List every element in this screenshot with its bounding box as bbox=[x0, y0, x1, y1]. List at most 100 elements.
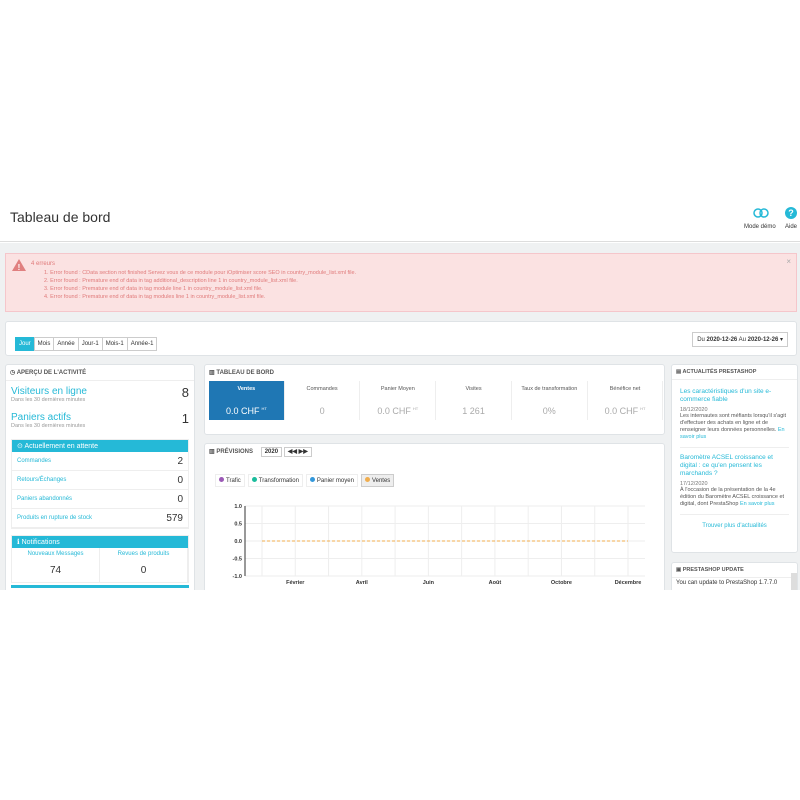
pending-title-text: Actuellement en attente bbox=[24, 443, 98, 450]
help[interactable]: Aide bbox=[785, 224, 798, 230]
scrollbar[interactable] bbox=[791, 573, 797, 603]
warning-icon: ! bbox=[12, 259, 26, 272]
close[interactable]: × bbox=[786, 257, 791, 266]
legend-item[interactable]: Transformation bbox=[247, 474, 303, 487]
kpi-value: 1 261 bbox=[462, 406, 485, 416]
stat-value: 1 bbox=[181, 411, 189, 426]
panel-title: ▣ PRESTASHOP UPDATE bbox=[672, 563, 797, 578]
kpi[interactable]: Ventes 0.0 CHF HT bbox=[209, 381, 285, 420]
activity-stats: Visiteurs en ligne 8 Dans les 30 dernières… bbox=[6, 381, 194, 437]
kpi[interactable]: Visites 1 261 bbox=[436, 381, 512, 420]
notifications-title-text: Notifications bbox=[21, 539, 60, 546]
date-range[interactable]: Du 2020-12-26 Au 2020-12-26 ▾ bbox=[692, 332, 788, 347]
x-tick-label: Octobre bbox=[551, 580, 572, 586]
news-text: Les internautes sont méfiants lorsqu'il … bbox=[680, 413, 789, 441]
kpi-value-wrap: 1 261 bbox=[436, 406, 511, 416]
news-link[interactable]: En savoir plus bbox=[739, 501, 775, 507]
pending-label[interactable]: Retours/Échanges bbox=[17, 477, 67, 483]
period-button[interactable]: Jour bbox=[15, 337, 35, 351]
kpi-value: 0.0 CHF bbox=[604, 406, 639, 416]
kpi[interactable]: Panier Moyen 0.0 CHF HT bbox=[360, 381, 437, 420]
pending-label[interactable]: Produits en rupture de stock bbox=[17, 515, 93, 521]
year[interactable]: 2020 bbox=[260, 447, 283, 457]
kpi-value-wrap: 0.0 CHF HT bbox=[588, 406, 663, 416]
error-item: 3. Error found : Premature end of data i… bbox=[44, 286, 263, 292]
y-tick-label: -1.0 bbox=[233, 574, 242, 580]
kpi[interactable]: Commandes 0 bbox=[285, 381, 361, 420]
pending-row: Produits en rupture de stock 579 bbox=[12, 509, 188, 528]
y-tick-label: -0.5 bbox=[233, 557, 242, 563]
period-button[interactable]: Année-1 bbox=[126, 337, 158, 351]
notifications-title: ℹ Notifications bbox=[12, 536, 188, 548]
period-button[interactable]: Année bbox=[53, 337, 79, 351]
news-list: Les caractéristiques d'un site e-commerc… bbox=[672, 380, 797, 517]
pending-value: 2 bbox=[177, 455, 183, 467]
filter-bar: Jour Mois Année Jour-1 Mois-1 Année-1 Du 2020… bbox=[5, 321, 797, 356]
period-buttons: Jour Mois Année Jour-1 Mois-1 Année-1 bbox=[15, 332, 158, 351]
demo-icon[interactable] bbox=[753, 207, 769, 219]
stat: Visiteurs en ligne 8 Dans les 30 dernières… bbox=[11, 383, 189, 409]
kpi-label: Bénéfice net bbox=[609, 386, 641, 392]
notifications-box: ℹ Notifications Nouveaux Messages 74 Revue… bbox=[11, 535, 189, 583]
update-title: PRESTASHOP UPDATE bbox=[682, 567, 744, 573]
pending-list: Commandes 2 Retours/Échanges 0 Paniers aband… bbox=[12, 452, 188, 528]
kpi-value: 0.0 CHF bbox=[377, 406, 411, 416]
stat-label[interactable]: Paniers actifs bbox=[11, 412, 72, 423]
y-tick-label: 0.0 bbox=[234, 539, 242, 545]
pending-value: 0 bbox=[177, 493, 183, 505]
notification-label[interactable]: Revues de produits bbox=[117, 551, 170, 557]
activity-panel: ◷ APERÇU DE L'ACTIVITÉ Visiteurs en lign… bbox=[5, 364, 195, 604]
x-tick-label: Août bbox=[489, 580, 502, 586]
legend: Trafic Transformation Panier moyen Ventes bbox=[215, 469, 397, 487]
kpi-value-wrap: 0 bbox=[285, 406, 360, 416]
more-news[interactable]: Trouver plus d'actualités bbox=[702, 523, 767, 529]
activity-title: APERÇU DE L'ACTIVITÉ bbox=[16, 370, 87, 376]
blank bbox=[0, 590, 800, 800]
notification-value: 0 bbox=[140, 565, 147, 576]
notifications-list: Nouveaux Messages 74 Revues de produits 0 bbox=[12, 548, 188, 582]
kpi-label: Taux de transformation bbox=[521, 386, 578, 392]
legend-label: Ventes bbox=[371, 478, 391, 484]
kpi[interactable]: Bénéfice net 0.0 CHF HT bbox=[588, 381, 664, 420]
news-headline[interactable]: Baromètre ACSEL croissance et digital : … bbox=[680, 454, 773, 477]
kpi[interactable]: Taux de transformation 0% bbox=[512, 381, 588, 420]
period-button[interactable]: Mois-1 bbox=[101, 337, 128, 351]
period-button[interactable]: Jour-1 bbox=[77, 337, 103, 351]
news-link[interactable]: En savoir plus bbox=[680, 427, 785, 440]
stat: Paniers actifs 1 Dans les 30 dernières min… bbox=[11, 409, 189, 435]
y-tick-label: 0.5 bbox=[234, 522, 242, 528]
kpi-label: Commandes bbox=[306, 386, 338, 392]
pending-value: 0 bbox=[177, 474, 183, 486]
news-body: À l'occasion de la présentation de la 4e… bbox=[680, 487, 785, 507]
demo-mode[interactable]: Mode démo bbox=[744, 224, 776, 230]
kpi-label: Visites bbox=[465, 386, 482, 392]
legend-item[interactable]: Trafic bbox=[215, 474, 245, 487]
error-item: 1. Error found : CData section not finis… bbox=[44, 270, 357, 276]
pending-label[interactable]: Paniers abandonnés bbox=[17, 496, 73, 502]
kpi-label: Ventes bbox=[237, 386, 256, 392]
period-button[interactable]: Mois bbox=[33, 337, 55, 351]
notification-value: 74 bbox=[49, 565, 62, 576]
legend-item[interactable]: Ventes bbox=[360, 474, 395, 487]
help-icon[interactable]: ? bbox=[785, 207, 797, 219]
nav[interactable]: ◀◀ ▶▶ bbox=[283, 447, 312, 457]
kpi-value: 0.0 CHF bbox=[225, 406, 260, 416]
news-headline[interactable]: Les caractéristiques d'un site e-commerc… bbox=[680, 388, 772, 403]
kpi-value-wrap: 0.0 CHF HT bbox=[360, 406, 435, 416]
news-date: 17/12/2020 bbox=[680, 481, 708, 487]
stat-sub: Dans les 30 dernières minutes bbox=[11, 423, 86, 429]
news-item: Les caractéristiques d'un site e-commerc… bbox=[680, 388, 789, 448]
legend-label: Transformation bbox=[258, 478, 299, 484]
header: Tableau de bord Mode démo ? Aide bbox=[0, 195, 800, 242]
stat-value: 8 bbox=[181, 385, 189, 400]
pending-row: Commandes 2 bbox=[12, 452, 188, 471]
news-panel: ▤ ACTUALITÉS PRESTASHOP Les caractéristi… bbox=[671, 364, 798, 553]
legend-label: Panier moyen bbox=[316, 478, 354, 484]
news-title: ACTUALITÉS PRESTASHOP bbox=[682, 369, 757, 375]
pending-row: Retours/Échanges 0 bbox=[12, 471, 188, 490]
stat-label[interactable]: Visiteurs en ligne bbox=[11, 386, 87, 397]
pending-label[interactable]: Commandes bbox=[17, 458, 52, 464]
panel-title: ◷ APERÇU DE L'ACTIVITÉ bbox=[6, 365, 194, 381]
legend-item[interactable]: Panier moyen bbox=[305, 474, 358, 487]
notification-label[interactable]: Nouveaux Messages bbox=[27, 551, 84, 557]
